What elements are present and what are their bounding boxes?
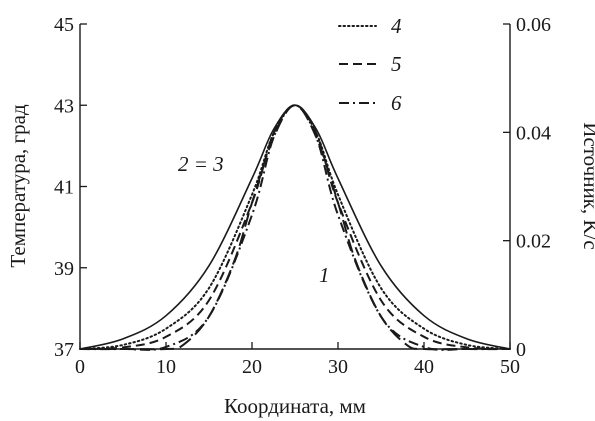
x-tick-label: 0 bbox=[75, 356, 85, 378]
y-axis-title-right: Источник, K/c bbox=[579, 122, 595, 249]
y-right-tick-label: 0 bbox=[516, 339, 526, 361]
series-line-1 bbox=[79, 104, 511, 350]
y-right-tick-label: 0.06 bbox=[516, 14, 551, 36]
x-tick-label: 30 bbox=[328, 356, 348, 378]
y-left-tick-label: 37 bbox=[54, 339, 74, 361]
legend: 4 5 6 bbox=[338, 14, 402, 115]
y-left-tick-label: 39 bbox=[54, 258, 74, 280]
annotation-2-eq-3: 2 = 3 bbox=[178, 152, 224, 176]
x-tick-label: 10 bbox=[156, 356, 176, 378]
y-right-tick-label: 0.04 bbox=[516, 122, 551, 144]
y-left-tick-label: 45 bbox=[54, 14, 74, 36]
axes-frame bbox=[79, 24, 511, 350]
legend-label-5: 5 bbox=[391, 52, 402, 76]
ticks bbox=[79, 23, 511, 350]
y-left-tick-label: 41 bbox=[54, 177, 74, 199]
y-left-tick-label: 43 bbox=[54, 95, 74, 117]
series-line-4 bbox=[79, 104, 511, 351]
y-axis-title-left: Температура, град bbox=[6, 104, 30, 268]
x-tick-label: 20 bbox=[242, 356, 262, 378]
series-line-5 bbox=[80, 104, 510, 351]
x-axis-title: Координата, мм bbox=[224, 394, 366, 418]
legend-label-6: 6 bbox=[391, 91, 402, 115]
x-tick-label: 40 bbox=[414, 356, 434, 378]
y-right-tick-label: 0.02 bbox=[516, 231, 551, 253]
legend-label-4: 4 bbox=[391, 14, 402, 38]
curves bbox=[79, 104, 511, 351]
series-line-2 bbox=[79, 104, 511, 350]
annotation-1: 1 bbox=[319, 263, 330, 287]
series-line-3 bbox=[79, 104, 511, 350]
x-tick-label: 50 bbox=[500, 356, 520, 378]
